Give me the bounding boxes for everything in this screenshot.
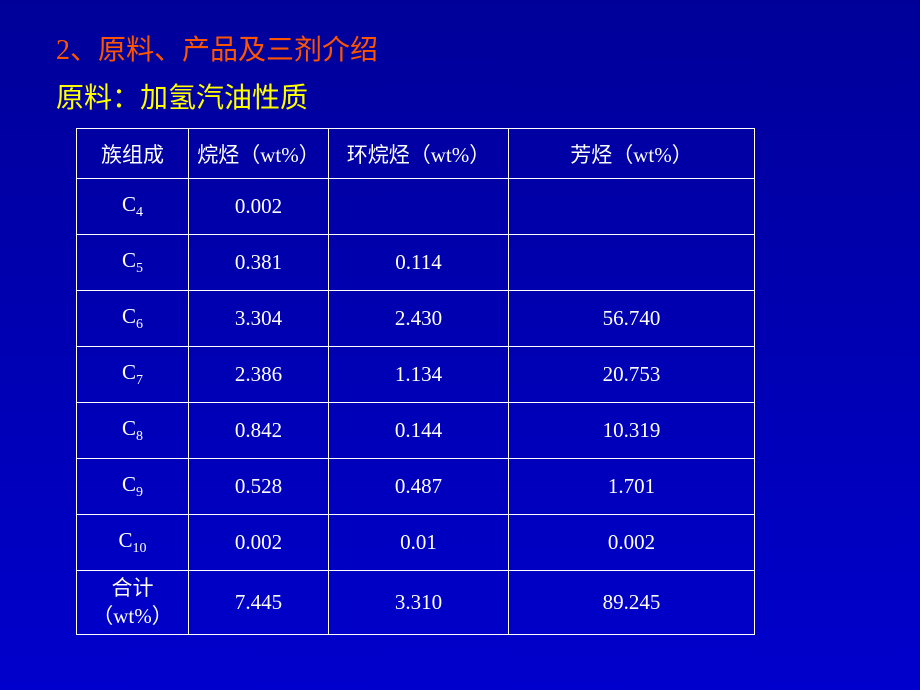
cell-value [509, 235, 755, 291]
cell-value: 20.753 [509, 347, 755, 403]
col-header-alkane: 烷烃（wt%） [189, 129, 329, 179]
cell-value: 2.386 [189, 347, 329, 403]
cell-value: 89.245 [509, 571, 755, 635]
cell-value: 3.310 [329, 571, 509, 635]
cell-value: 0.487 [329, 459, 509, 515]
table-body: C40.002C50.3810.114C63.3042.43056.740C72… [77, 179, 755, 635]
table-row: C72.3861.13420.753 [77, 347, 755, 403]
table-row: C40.002 [77, 179, 755, 235]
row-label: C10 [77, 515, 189, 571]
row-label: 合计（wt%） [77, 571, 189, 635]
table-row: C80.8420.14410.319 [77, 403, 755, 459]
cell-value: 7.445 [189, 571, 329, 635]
col-header-cycloalkane: 环烷烃（wt%） [329, 129, 509, 179]
cell-value: 0.002 [509, 515, 755, 571]
cell-value [509, 179, 755, 235]
cell-value [329, 179, 509, 235]
table-row: C90.5280.4871.701 [77, 459, 755, 515]
row-label: C9 [77, 459, 189, 515]
cell-value: 10.319 [509, 403, 755, 459]
row-label: C5 [77, 235, 189, 291]
table-row: C100.0020.010.002 [77, 515, 755, 571]
cell-value: 1.701 [509, 459, 755, 515]
cell-value: 1.134 [329, 347, 509, 403]
table-row: C63.3042.43056.740 [77, 291, 755, 347]
cell-value: 0.01 [329, 515, 509, 571]
cell-value: 3.304 [189, 291, 329, 347]
col-header-group: 族组成 [77, 129, 189, 179]
table-row: C50.3810.114 [77, 235, 755, 291]
row-label: C4 [77, 179, 189, 235]
table-container: 族组成 烷烃（wt%） 环烷烃（wt%） 芳烃（wt%） C40.002C50.… [0, 128, 920, 635]
cell-value: 0.528 [189, 459, 329, 515]
cell-value: 0.114 [329, 235, 509, 291]
cell-value: 0.002 [189, 179, 329, 235]
col-header-aromatic: 芳烃（wt%） [509, 129, 755, 179]
cell-value: 56.740 [509, 291, 755, 347]
cell-value: 0.144 [329, 403, 509, 459]
table-header-row: 族组成 烷烃（wt%） 环烷烃（wt%） 芳烃（wt%） [77, 129, 755, 179]
row-label: C7 [77, 347, 189, 403]
composition-table: 族组成 烷烃（wt%） 环烷烃（wt%） 芳烃（wt%） C40.002C50.… [76, 128, 755, 635]
cell-value: 0.002 [189, 515, 329, 571]
section-heading: 2、原料、产品及三剂介绍 [0, 0, 920, 76]
cell-value: 0.842 [189, 403, 329, 459]
table-row: 合计（wt%）7.4453.31089.245 [77, 571, 755, 635]
cell-value: 2.430 [329, 291, 509, 347]
cell-value: 0.381 [189, 235, 329, 291]
row-label: C8 [77, 403, 189, 459]
row-label: C6 [77, 291, 189, 347]
subtitle: 原料：加氢汽油性质 [0, 76, 920, 128]
